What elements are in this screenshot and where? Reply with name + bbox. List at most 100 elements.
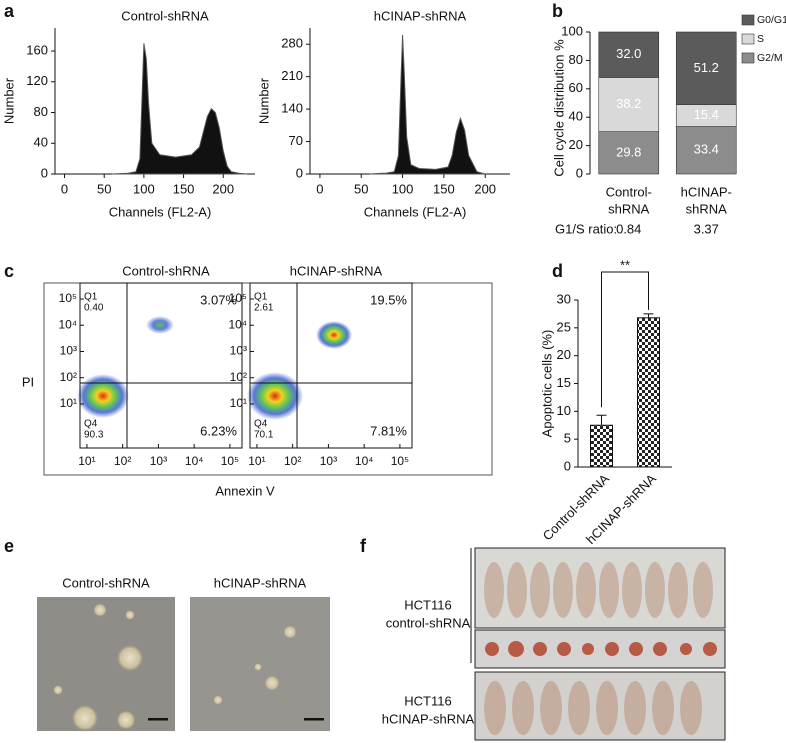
x-axis-label: Annexin V [215, 483, 275, 498]
legend-label: G2/M [757, 52, 783, 64]
y-tick-label: 40 [569, 109, 583, 124]
x-tick-label: 200 [474, 181, 496, 196]
quadrant-label: 90.3 [84, 430, 104, 441]
y-tick-label: 140 [281, 101, 303, 116]
y-tick-label: 10 [557, 403, 571, 418]
bar [590, 424, 613, 468]
legend-swatch [741, 14, 755, 26]
x-tick-label: 10² [284, 454, 301, 468]
quadrant-label: 19.5% [370, 292, 407, 307]
y-tick-label: 5 [564, 431, 571, 446]
x-tick-label: 100 [392, 181, 414, 196]
x-tick-label: 10⁴ [355, 454, 374, 468]
x-tick-label: 10³ [150, 454, 167, 468]
y-axis-label: PI [22, 374, 34, 389]
x-tick-label: shRNA [608, 201, 650, 216]
y-tick-label: 60 [569, 80, 583, 95]
colony-image [37, 597, 175, 732]
panel-label: b [552, 1, 563, 21]
error-bar [596, 414, 607, 426]
group-label: HCT116 [404, 693, 451, 708]
cell-cloud [146, 316, 174, 334]
ratio-label: G1/S ratio: [555, 221, 617, 236]
y-tick-label: 10³ [230, 344, 247, 358]
x-tick-label: 100 [133, 181, 155, 196]
cell-cloud [247, 372, 303, 420]
legend-label: S [757, 33, 764, 45]
quadrant-label: 7.81% [370, 423, 407, 438]
panel-label: d [552, 261, 563, 281]
y-tick-label: 10⁴ [58, 317, 77, 331]
quadrant-label: 70.1 [254, 430, 274, 441]
ratio-value: 0.84 [616, 221, 641, 236]
image-title: hCINAP-shRNA [214, 575, 307, 590]
quadrant-label: Q1 [84, 292, 98, 303]
chart-title: Control-shRNA [122, 263, 210, 278]
y-tick-label: 100 [561, 23, 583, 38]
panel-label: c [4, 261, 14, 281]
chart-title: Control-shRNA [121, 8, 209, 23]
y-tick-label: 80 [34, 104, 48, 119]
quadrant-label: Q4 [84, 419, 98, 430]
x-tick-label: Control- [606, 184, 652, 199]
value-label: 51.2 [694, 60, 719, 75]
x-tick-label: 50 [97, 181, 111, 196]
quadrant-label: 0.40 [84, 303, 104, 314]
y-tick-label: 40 [34, 135, 48, 150]
y-tick-label: 70 [289, 133, 303, 148]
bar-segment [598, 77, 660, 132]
y-tick-label: 0 [576, 165, 583, 180]
value-label: 33.4 [694, 142, 719, 157]
x-tick-label: 10⁴ [185, 454, 204, 468]
x-tick-label: 0 [316, 181, 323, 196]
value-label: 29.8 [616, 144, 641, 159]
bar-segment [598, 31, 660, 78]
histogram-area [369, 34, 486, 175]
group-label: hCINAP-shRNA [382, 711, 475, 726]
bar [637, 317, 660, 468]
cell-cloud [316, 321, 352, 349]
y-tick-label: 80 [569, 52, 583, 67]
x-tick-label: 150 [173, 181, 195, 196]
value-label: 32.0 [616, 46, 641, 61]
x-tick-label: 200 [212, 181, 234, 196]
histogram-area [112, 43, 248, 175]
y-tick-label: 280 [281, 36, 303, 51]
y-tick-label: 10² [230, 370, 247, 384]
bar-segment [675, 126, 737, 175]
y-axis-label: Number [256, 77, 271, 124]
x-tick-label: 10² [114, 454, 131, 468]
y-tick-label: 0 [564, 458, 571, 473]
legend-swatch [741, 33, 755, 45]
legend-swatch [741, 52, 755, 64]
ratio-value: 3.37 [694, 221, 719, 236]
y-tick-label: 20 [569, 137, 583, 152]
quadrant-label: 6.23% [200, 423, 237, 438]
y-axis-label: Number [1, 77, 16, 124]
quadrant-label: Q1 [254, 292, 268, 303]
y-tick-label: 120 [26, 73, 48, 88]
mice-image [474, 547, 726, 741]
quadrant-label: Q4 [254, 419, 268, 430]
y-tick-label: 10⁵ [229, 291, 247, 305]
x-tick-label: hCINAP- [681, 184, 732, 199]
x-tick-label: 10¹ [78, 454, 95, 468]
bar-segment [675, 31, 737, 106]
colony-image [190, 597, 330, 731]
y-tick-label: 20 [557, 347, 571, 362]
panel-label: f [360, 536, 367, 556]
y-tick-label: 160 [26, 42, 48, 57]
x-tick-label: 10³ [320, 454, 337, 468]
panel-label: e [4, 536, 14, 556]
legend-label: G0/G1 [757, 14, 786, 26]
y-axis-label: Cell cycle distribution % [551, 39, 566, 177]
significance-bracket [601, 271, 649, 408]
image-title: Control-shRNA [62, 575, 150, 590]
y-tick-label: 10¹ [230, 396, 247, 410]
y-tick-label: 0 [296, 165, 303, 180]
y-tick-label: 10⁴ [228, 317, 247, 331]
quadrant-label: 2.61 [254, 303, 274, 314]
group-label: HCT116 [404, 597, 451, 612]
y-tick-label: 10² [60, 370, 77, 384]
